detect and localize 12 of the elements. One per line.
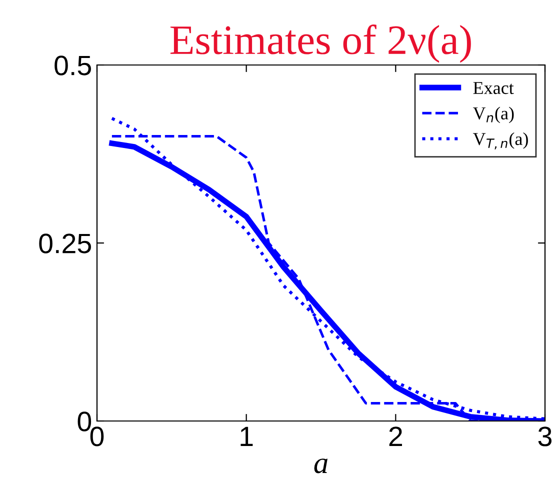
x-tick-label: 1	[240, 426, 253, 446]
y-tick-label: 0.5	[54, 56, 91, 76]
x-tick-label: 3	[538, 426, 552, 446]
y-tick-label: 0.25	[39, 234, 91, 254]
x-tick-label: 0	[90, 426, 104, 446]
legend-label: V$_{n}$(a)	[472, 106, 514, 124]
y-tick-label: 0	[78, 412, 92, 432]
x-tick-label: 2	[389, 426, 402, 446]
chart-title: Estimates of 2ν(a)	[170, 24, 471, 63]
legend-label: V$_{T,n}$(a)	[472, 132, 528, 150]
legend-label: Exact	[473, 82, 514, 94]
x-axis-title: a	[314, 458, 328, 474]
